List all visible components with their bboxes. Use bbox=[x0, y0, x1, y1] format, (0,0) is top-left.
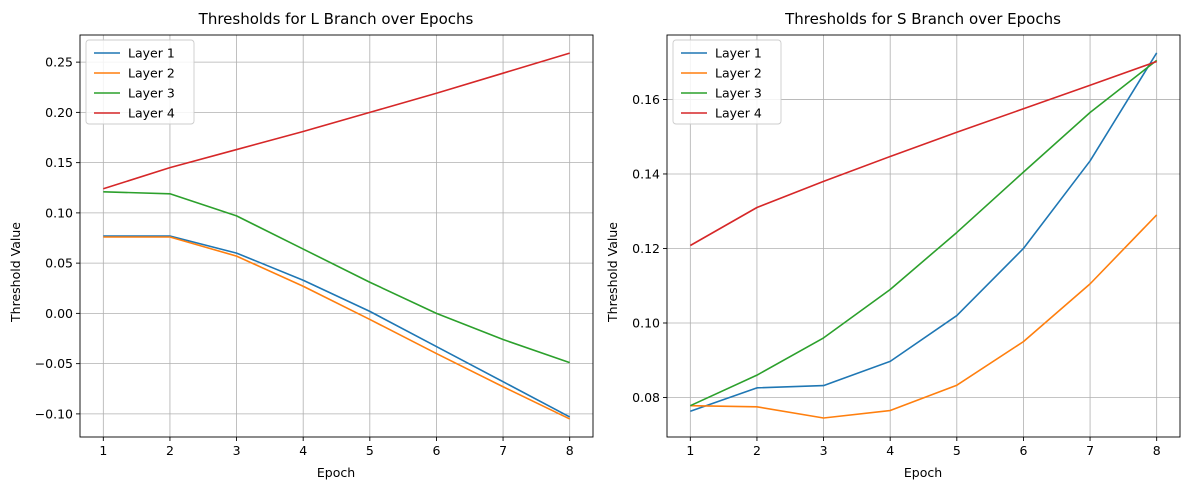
series-line-layer-1 bbox=[690, 52, 1158, 413]
y-tick-label: 0.05 bbox=[45, 256, 73, 271]
series-line-layer-3 bbox=[103, 190, 570, 364]
series-line-layer-4 bbox=[689, 60, 1157, 247]
chart-title: Thresholds for S Branch over Epochs bbox=[784, 10, 1061, 28]
x-axis-label: Epoch bbox=[904, 465, 942, 480]
y-tick-label: 0.10 bbox=[632, 315, 660, 330]
x-tick-label: 1 bbox=[686, 443, 694, 458]
x-tick-label: 4 bbox=[299, 443, 307, 458]
series-line-layer-2 bbox=[103, 236, 571, 420]
grid bbox=[80, 35, 593, 437]
x-axis-label: Epoch bbox=[317, 465, 355, 480]
chart-title: Thresholds for L Branch over Epochs bbox=[198, 10, 474, 28]
legend-box bbox=[85, 39, 195, 125]
x-tick-label: 6 bbox=[432, 443, 440, 458]
legend-label: Layer 3 bbox=[128, 86, 175, 101]
plot-frame bbox=[666, 34, 1181, 438]
series-line-layer-2 bbox=[690, 214, 1158, 419]
y-tick-label: 0.25 bbox=[45, 55, 73, 70]
plot-frame bbox=[79, 34, 594, 438]
y-tick-label: −0.05 bbox=[35, 356, 73, 371]
legend-label: Layer 1 bbox=[715, 46, 762, 61]
legend-box bbox=[672, 39, 782, 125]
chart-l-branch: Thresholds for L Branch over Epochs Epoc… bbox=[8, 10, 594, 480]
y-tick-label: 0.20 bbox=[45, 105, 73, 120]
legend-label: Layer 2 bbox=[128, 66, 175, 81]
series-line-layer-1 bbox=[103, 235, 571, 418]
x-tick-label: 2 bbox=[166, 443, 174, 458]
x-tick-label: 3 bbox=[820, 443, 828, 458]
chart-s-branch: Thresholds for S Branch over Epochs Epoc… bbox=[605, 10, 1181, 480]
y-tick-label: 0.16 bbox=[632, 92, 660, 107]
y-axis-label: Threshold Value bbox=[605, 222, 620, 323]
y-tick-label: 0.14 bbox=[632, 166, 660, 181]
x-tick-label: 8 bbox=[566, 443, 574, 458]
legend-label: Layer 1 bbox=[128, 46, 175, 61]
x-tick-label: 2 bbox=[753, 443, 761, 458]
x-tick-label: 7 bbox=[1086, 443, 1094, 458]
x-tick-label: 1 bbox=[99, 443, 107, 458]
y-axis-label: Threshold Value bbox=[8, 222, 23, 323]
y-tick-label: 0.08 bbox=[632, 390, 660, 405]
legend: Layer 1 Layer 2 Layer 3 Layer 4 bbox=[672, 39, 782, 125]
x-tick-label: 5 bbox=[366, 443, 374, 458]
legend-label: Layer 3 bbox=[715, 86, 762, 101]
legend-label: Layer 4 bbox=[128, 106, 175, 121]
x-tick-label: 3 bbox=[233, 443, 241, 458]
x-tick-label: 6 bbox=[1019, 443, 1027, 458]
x-tick-label: 4 bbox=[886, 443, 894, 458]
y-tick-label: 0.10 bbox=[45, 205, 73, 220]
y-tick-label: 0.00 bbox=[45, 306, 73, 321]
y-tick-label: 0.15 bbox=[45, 155, 73, 170]
x-tick-label: 7 bbox=[499, 443, 507, 458]
series-line-layer-4 bbox=[103, 52, 570, 190]
series-line-layer-3 bbox=[689, 59, 1158, 407]
legend: Layer 1 Layer 2 Layer 3 Layer 4 bbox=[85, 39, 195, 125]
y-tick-label: −0.10 bbox=[35, 406, 73, 421]
legend-label: Layer 4 bbox=[715, 106, 762, 121]
x-tick-label: 8 bbox=[1153, 443, 1161, 458]
x-tick-label: 5 bbox=[953, 443, 961, 458]
grid bbox=[667, 35, 1180, 437]
y-tick-label: 0.12 bbox=[632, 241, 660, 256]
legend-label: Layer 2 bbox=[715, 66, 762, 81]
